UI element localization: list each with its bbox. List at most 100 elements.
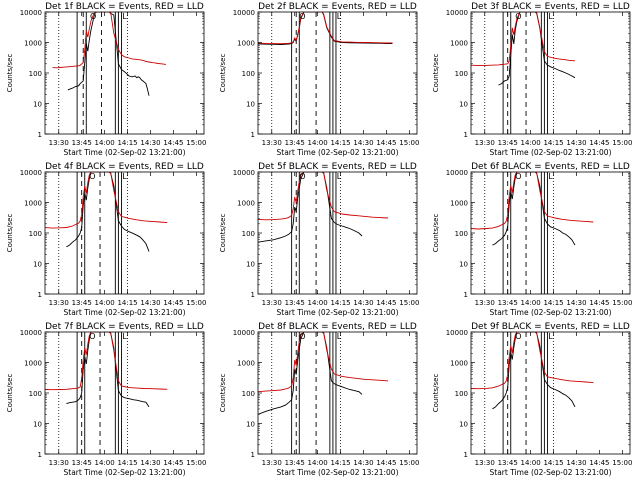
x-tick-label: 13:30 <box>475 139 495 147</box>
x-tick-label: 14:15 <box>543 299 563 307</box>
y-tick-label: 10000 <box>446 329 468 337</box>
y-tick-label: 10 <box>33 261 42 269</box>
y-tick-label: 1 <box>38 291 42 299</box>
detector-panel-9: Det 9f BLACK = Events, RED = LLD O L 1 10 100… <box>426 320 639 480</box>
y-tick-label: 1000 <box>24 40 42 48</box>
y-tick-label: 10000 <box>446 169 468 177</box>
marker-label: L <box>122 12 127 21</box>
reference-lines <box>484 172 554 294</box>
y-axis-label: Counts/sec <box>219 214 227 253</box>
y-tick-label: 1000 <box>237 200 255 208</box>
x-tick-label: 14:45 <box>589 459 609 467</box>
y-tick-label: 100 <box>242 230 255 238</box>
x-tick-label: 13:30 <box>262 299 282 307</box>
y-tick-label: 100 <box>455 230 468 238</box>
plot-frame <box>470 331 631 455</box>
series-group <box>52 12 166 96</box>
x-tick-label: 15:00 <box>612 459 632 467</box>
x-tick-label: 14:45 <box>163 139 183 147</box>
x-tick-label: 14:00 <box>521 459 541 467</box>
y-tick-label: 10000 <box>446 9 468 17</box>
y-tick-label: 1000 <box>237 360 255 368</box>
chart-title: Det 8f BLACK = Events, RED = LLD <box>258 322 417 332</box>
x-axis-label: Start Time (02-Sep-02 13:21:00) <box>64 468 186 477</box>
x-tick-label: 14:30 <box>566 139 586 147</box>
plot-frame <box>257 331 418 455</box>
x-tick-label: 13:45 <box>72 459 92 467</box>
lld-series-line <box>52 12 166 69</box>
y-tick-label: 10 <box>246 421 255 429</box>
detector-panel-7: Det 7f BLACK = Events, RED = LLD O L 1 10 100… <box>0 320 213 480</box>
y-tick-label: 1000 <box>24 200 42 208</box>
y-axis-label: Counts/sec <box>432 54 440 93</box>
x-tick-label: 14:15 <box>543 139 563 147</box>
y-tick-label: 1 <box>251 451 255 459</box>
y-axis-label: Counts/sec <box>6 374 14 413</box>
y-tick-label: 10 <box>33 421 42 429</box>
marker-label: O <box>299 172 305 181</box>
x-tick-label: 14:00 <box>521 139 541 147</box>
events-series-line <box>258 172 363 243</box>
x-tick-label: 13:30 <box>475 459 495 467</box>
series-group <box>258 332 389 415</box>
series-group <box>258 12 393 45</box>
plot-frame <box>44 11 205 135</box>
x-tick-label: 14:30 <box>566 299 586 307</box>
x-tick-label: 14:15 <box>330 139 350 147</box>
reference-lines <box>271 12 341 134</box>
chart-title: Det 6f BLACK = Events, RED = LLD <box>471 162 630 172</box>
x-tick-label: 14:00 <box>308 299 328 307</box>
x-tick-label: 14:15 <box>117 139 137 147</box>
series-group <box>471 172 594 246</box>
x-tick-label: 13:30 <box>49 139 69 147</box>
x-tick-label: 14:00 <box>308 459 328 467</box>
reference-lines <box>58 12 128 134</box>
y-tick-label: 1000 <box>450 200 468 208</box>
series-group <box>471 12 576 86</box>
marker-label: O <box>299 12 305 21</box>
x-axis-label: Start Time (02-Sep-02 13:21:00) <box>277 148 399 157</box>
y-axis-label: Counts/sec <box>6 214 14 253</box>
x-tick-label: 15:00 <box>186 459 206 467</box>
x-tick-label: 14:45 <box>163 459 183 467</box>
x-tick-label: 14:45 <box>376 459 396 467</box>
marker-label: O <box>515 172 521 181</box>
y-tick-label: 10000 <box>20 329 42 337</box>
marker-label: O <box>515 12 521 21</box>
y-tick-label: 10 <box>459 101 468 109</box>
x-tick-label: 14:45 <box>376 299 396 307</box>
x-axis-label: Start Time (02-Sep-02 13:21:00) <box>490 148 612 157</box>
events-series-line <box>498 12 576 86</box>
y-tick-label: 1000 <box>450 40 468 48</box>
x-tick-label: 14:15 <box>543 459 563 467</box>
y-tick-label: 10000 <box>20 9 42 17</box>
marker-label: L <box>548 172 553 181</box>
y-tick-label: 1 <box>464 131 468 139</box>
x-tick-label: 13:30 <box>475 299 495 307</box>
y-tick-label: 1000 <box>24 360 42 368</box>
detector-panel-6: Det 6f BLACK = Events, RED = LLD O L 1 10 100… <box>426 160 639 320</box>
y-tick-label: 100 <box>455 390 468 398</box>
x-tick-label: 14:45 <box>589 139 609 147</box>
x-axis-label: Start Time (02-Sep-02 13:21:00) <box>64 148 186 157</box>
plot-frame <box>257 11 418 135</box>
x-tick-label: 14:30 <box>140 139 160 147</box>
marker-label: O <box>299 332 305 341</box>
x-tick-label: 13:45 <box>498 459 518 467</box>
y-tick-label: 10 <box>246 101 255 109</box>
y-tick-label: 10000 <box>233 9 255 17</box>
x-tick-label: 15:00 <box>612 299 632 307</box>
x-axis-label: Start Time (02-Sep-02 13:21:00) <box>64 308 186 317</box>
y-axis-label: Counts/sec <box>219 54 227 93</box>
marker-label: L <box>122 172 127 181</box>
series-group <box>258 172 389 243</box>
x-tick-label: 14:15 <box>330 299 350 307</box>
x-tick-label: 13:45 <box>285 139 305 147</box>
x-tick-label: 13:45 <box>498 299 518 307</box>
detector-panel-1: Det 1f BLACK = Events, RED = LLD O L 1 10 100… <box>0 0 213 160</box>
y-axis-label: Counts/sec <box>432 214 440 253</box>
